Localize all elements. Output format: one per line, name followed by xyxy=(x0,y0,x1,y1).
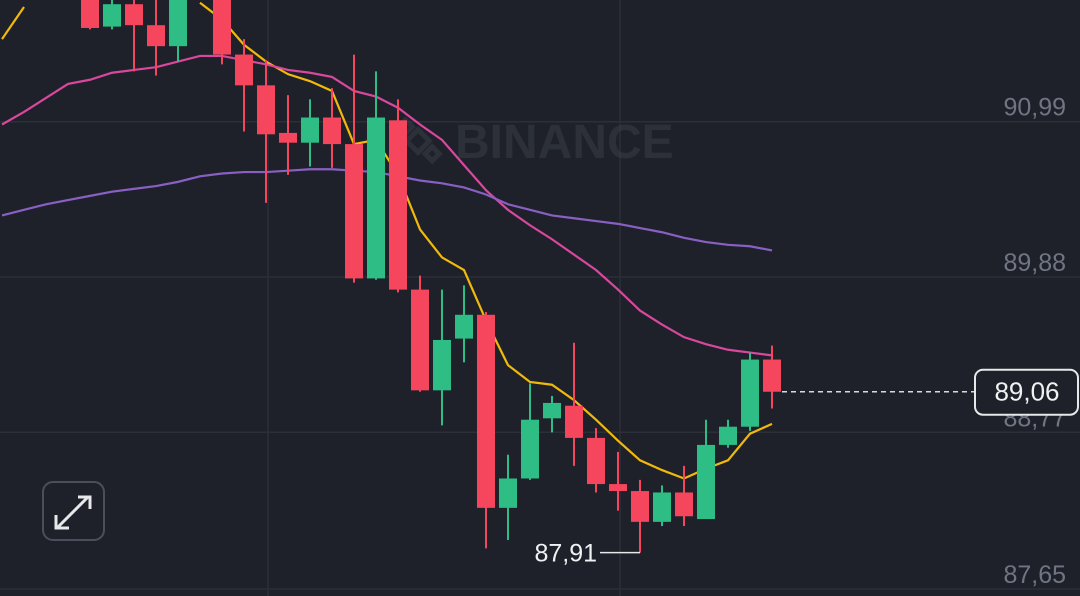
y-tick-label: 90,99 xyxy=(1003,94,1066,122)
candle-body xyxy=(741,359,759,427)
candle-body xyxy=(103,4,121,27)
last-price-box xyxy=(974,368,1079,416)
candle-body xyxy=(675,492,693,517)
overlay: 89,06 87,91 xyxy=(534,368,1079,568)
candle-body xyxy=(719,426,737,445)
expand-frame[interactable] xyxy=(42,481,105,541)
candle-body xyxy=(499,478,517,508)
y-tick-label: 87,65 xyxy=(1003,561,1066,589)
candle-body xyxy=(235,54,253,86)
candle-body xyxy=(697,444,715,520)
candle-body xyxy=(477,314,495,508)
low-marker-label: 87,91 xyxy=(534,540,597,568)
candle-body xyxy=(367,117,385,279)
y-tick-label: 89,88 xyxy=(1003,249,1066,277)
watermark-text: BINANCE xyxy=(455,116,674,169)
grid xyxy=(0,120,1080,590)
expand-icon xyxy=(54,495,92,530)
candle-body xyxy=(609,484,627,492)
candle-body xyxy=(433,339,451,391)
ma-lines xyxy=(1,1,773,480)
candle-body xyxy=(763,359,781,392)
candle-body xyxy=(213,0,231,55)
candle-body xyxy=(653,492,671,522)
candle-body xyxy=(301,117,319,143)
candle-body xyxy=(631,491,649,522)
candle-body xyxy=(345,144,363,279)
candle-body xyxy=(81,0,99,28)
ma-line xyxy=(1,168,773,252)
candle-body xyxy=(543,402,561,419)
candle-body xyxy=(323,117,341,145)
ma-line xyxy=(1,6,25,40)
candle-body xyxy=(257,85,275,135)
ma-line xyxy=(1,54,773,357)
candle-body xyxy=(389,120,407,290)
candle-body xyxy=(455,314,473,339)
candle-body xyxy=(587,437,605,485)
last-price-label: 89,06 xyxy=(994,377,1059,407)
candle-body xyxy=(411,289,429,391)
watermark: BINANCE xyxy=(394,116,674,169)
candle-body xyxy=(279,132,297,143)
candle-body xyxy=(125,4,143,26)
candle-body xyxy=(169,0,187,47)
candle-body xyxy=(521,419,539,479)
candles xyxy=(81,0,781,553)
candle-body xyxy=(565,405,583,438)
candle-body xyxy=(147,25,165,47)
expand-button[interactable] xyxy=(42,481,105,541)
